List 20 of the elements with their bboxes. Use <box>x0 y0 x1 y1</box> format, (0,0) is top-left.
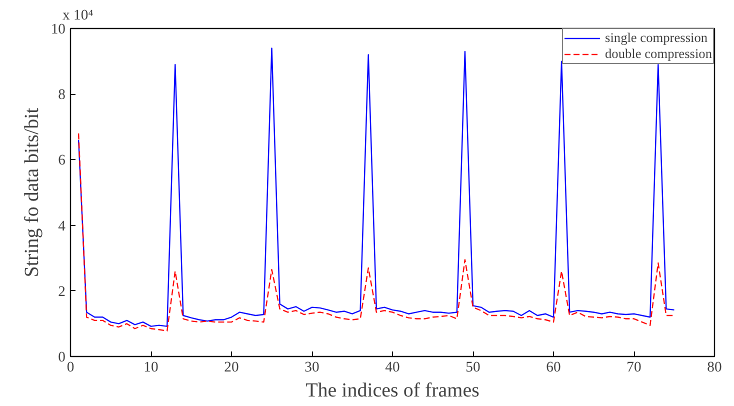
x-tick-label: 10 <box>144 360 158 376</box>
x-tick-label: 50 <box>466 360 480 376</box>
x-tick-label: 60 <box>546 360 561 376</box>
y-tick-label: 10 <box>50 22 66 38</box>
x-axis-title: The indices of frames <box>306 380 480 402</box>
y-tick-label: 8 <box>58 87 66 104</box>
legend-label: single compression <box>605 30 708 46</box>
y-tick-label: 0 <box>58 350 66 366</box>
y-tick-label: 6 <box>58 152 66 169</box>
x-tick-label: 40 <box>385 360 400 376</box>
y-tick-label: 2 <box>58 284 66 300</box>
text: x 10⁴ <box>62 8 94 24</box>
x-tick-label: 30 <box>304 360 320 376</box>
x-tick-label: 70 <box>626 360 642 376</box>
y-axis-title: String fo data bits/bit <box>20 107 43 278</box>
line-series <box>78 132 675 332</box>
x-tick-label: 80 <box>707 360 722 376</box>
y-tick-label: 4 <box>58 218 66 234</box>
x-tick-label: 20 <box>224 360 239 376</box>
legend-label: double compression <box>605 46 712 62</box>
